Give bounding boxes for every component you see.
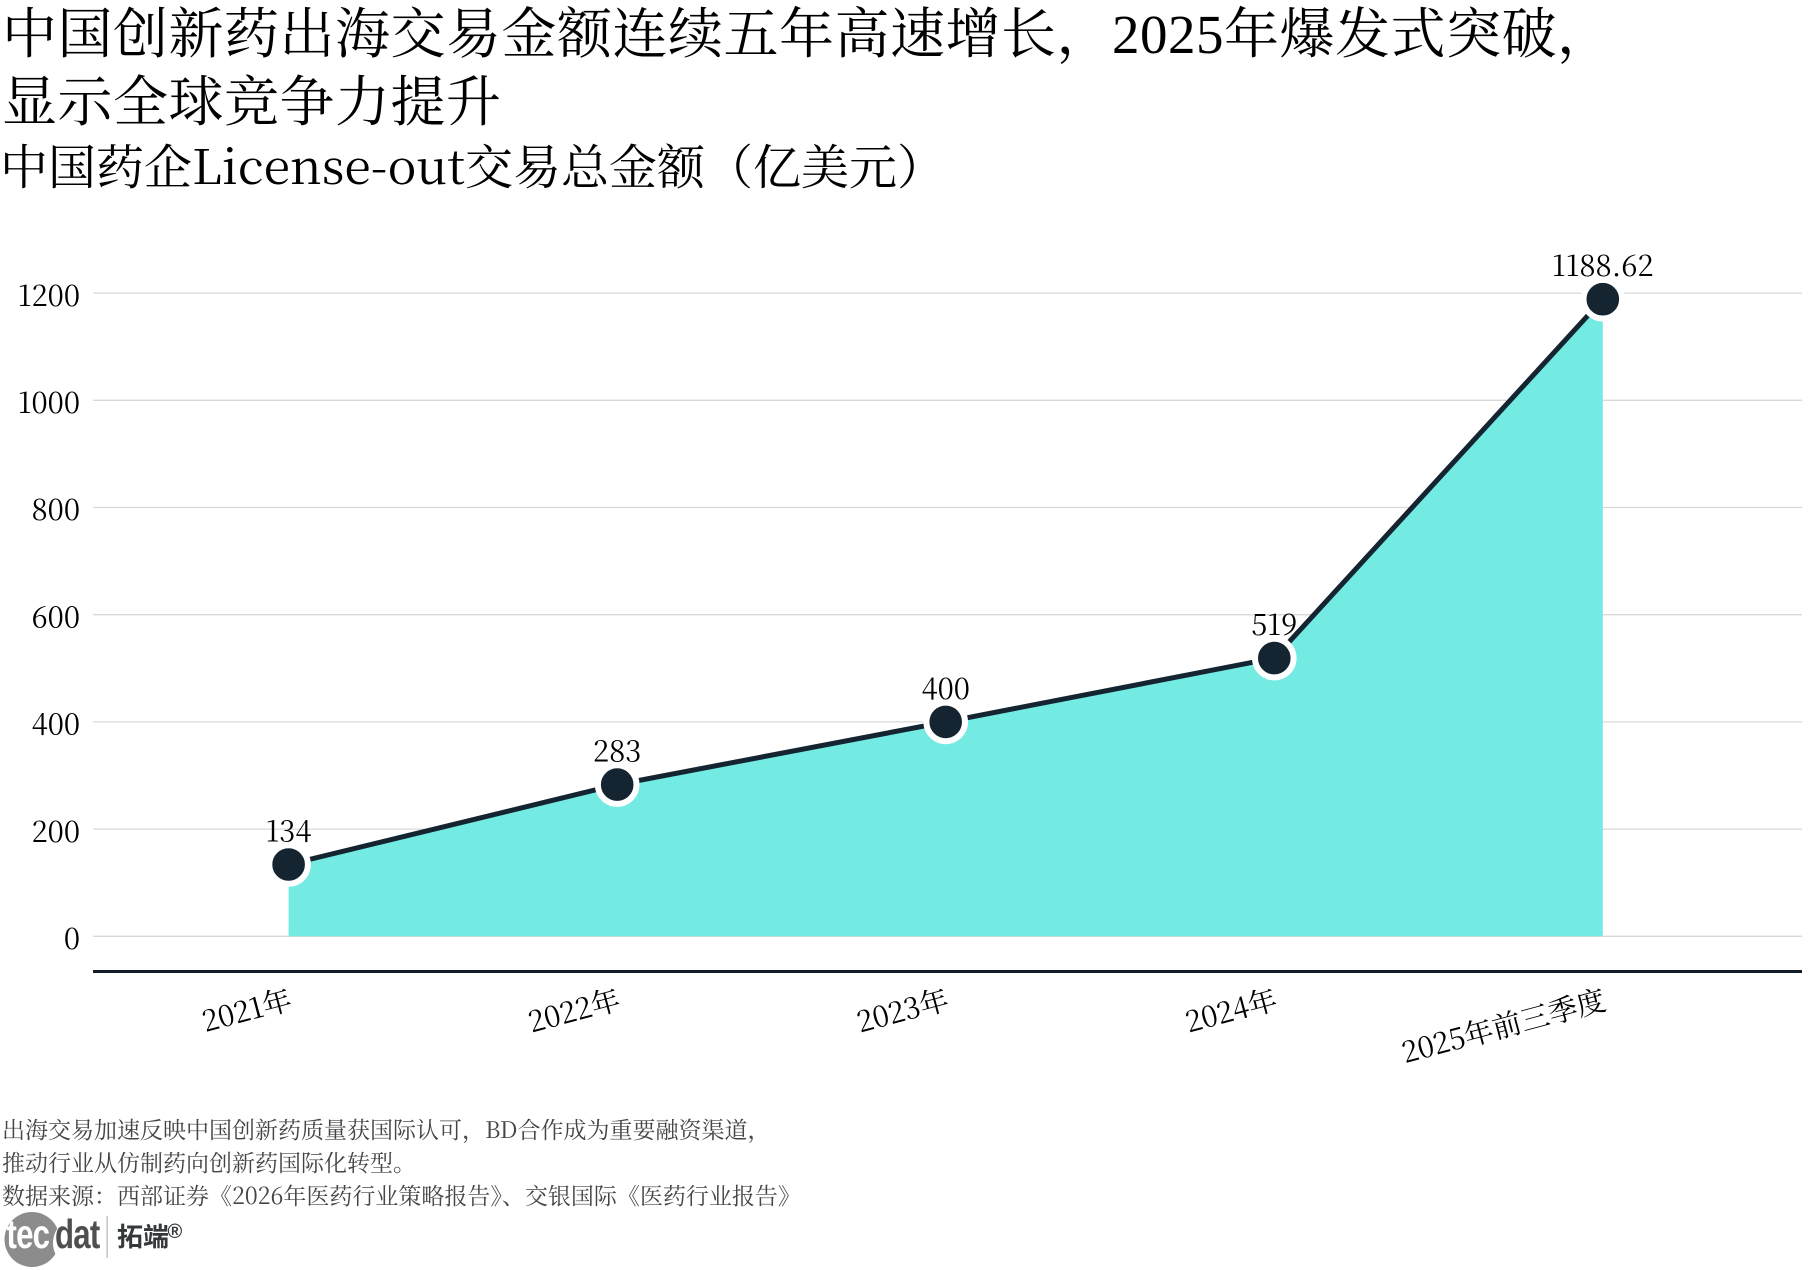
svg-text:800: 800: [32, 488, 81, 529]
svg-text:283: 283: [593, 730, 642, 771]
svg-text:600: 600: [32, 595, 81, 636]
svg-text:®: ®: [168, 1221, 183, 1243]
svg-text:拓端: 拓端: [117, 1222, 169, 1252]
svg-text:tec: tec: [7, 1211, 50, 1257]
svg-text:400: 400: [32, 703, 80, 744]
svg-text:519: 519: [1251, 603, 1297, 644]
svg-text:400: 400: [921, 667, 969, 708]
svg-text:1200: 1200: [18, 274, 80, 315]
svg-text:dat: dat: [55, 1211, 100, 1257]
svg-text:1188.62: 1188.62: [1552, 244, 1654, 285]
svg-text:2023年: 2023年: [852, 978, 953, 1042]
svg-text:0: 0: [64, 917, 80, 958]
svg-text:2021年: 2021年: [197, 978, 296, 1041]
svg-text:134: 134: [266, 810, 312, 851]
svg-text:1000: 1000: [18, 381, 80, 422]
svg-text:2022年: 2022年: [523, 978, 624, 1042]
svg-text:2025年前三季度: 2025年前三季度: [1397, 978, 1610, 1072]
svg-text:200: 200: [32, 810, 81, 851]
svg-text:2024年: 2024年: [1180, 978, 1281, 1042]
